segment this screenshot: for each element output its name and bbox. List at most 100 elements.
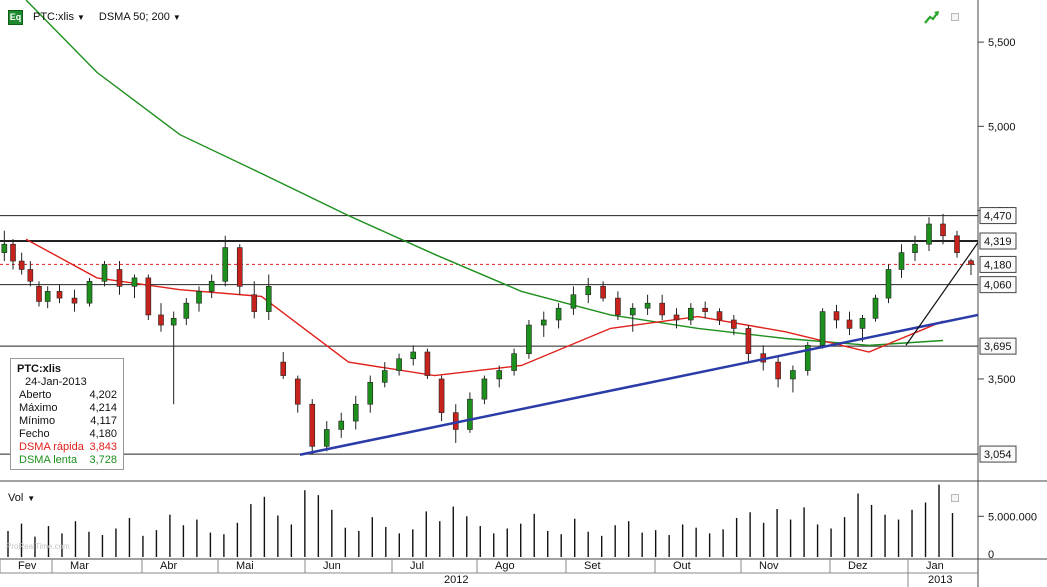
candlestick	[912, 235, 918, 262]
chevron-down-icon: ▼	[172, 12, 181, 22]
chevron-down-icon: ▼	[27, 493, 36, 503]
candle-body	[10, 243, 16, 262]
price-axis[interactable]: 5,5005,0004,5003,5004,4704,3194,1804,060…	[978, 37, 1017, 463]
candlestick	[208, 274, 215, 299]
candlestick	[18, 252, 25, 275]
maximize-panel-icon[interactable]	[951, 13, 959, 21]
candle-body	[196, 291, 202, 304]
month-label: Mar	[70, 560, 89, 572]
candle-body	[716, 311, 723, 321]
legend-row: Máximo 4,214	[17, 402, 117, 415]
candle-body	[170, 318, 177, 326]
support-trendline	[299, 313, 979, 456]
candle-body	[116, 269, 123, 287]
price-level-box	[979, 337, 1017, 355]
month-label: Mai	[236, 560, 254, 572]
legend-row: Mínimo 4,117	[17, 415, 117, 428]
candlestick	[352, 395, 359, 430]
candle-body	[585, 286, 592, 296]
legend-row-label: Aberto	[19, 389, 52, 401]
candle-body	[968, 260, 974, 265]
candlestick	[926, 217, 932, 251]
indicator-label: DSMA 50; 200	[98, 11, 170, 23]
candle-body	[954, 235, 960, 253]
candlestick	[898, 244, 905, 278]
candlestick	[467, 392, 473, 433]
fast-ma-value: 3,843	[89, 441, 117, 453]
candle-body	[338, 420, 345, 430]
candle-body	[775, 361, 781, 380]
candle-body	[885, 269, 892, 299]
legend-row-label: Mínimo	[19, 415, 56, 427]
month-label: Jul	[410, 560, 424, 572]
candle-body	[158, 314, 164, 326]
volume-maximize-icon[interactable]	[951, 494, 959, 502]
candle-body	[381, 370, 388, 383]
price-level-label: 3,054	[984, 449, 1012, 461]
price-level-box	[979, 255, 1017, 273]
watermark: ProRealTime.com	[6, 542, 70, 551]
candle-body	[438, 378, 445, 413]
month-label: Fev	[18, 560, 37, 572]
candlestick	[36, 281, 42, 307]
candlestick	[158, 303, 164, 332]
time-axis[interactable]: Fev Mar Abr Mai Jun Jul Ago Set Out Nov Dez Jan 2012…	[0, 558, 1047, 587]
legend-rows: Aberto 4,202 Máximo 4,214 Mínimo 4,117 Fecho 4,…	[17, 389, 117, 441]
candlestick	[615, 291, 621, 320]
fast-ma-line	[25, 238, 944, 377]
candle-body	[145, 277, 152, 316]
candle-body	[688, 307, 694, 321]
trend-up-icon[interactable]	[924, 10, 940, 24]
month-label: Dez	[848, 560, 868, 572]
price-level-label: 4,470	[984, 211, 1012, 223]
candle-body	[294, 378, 301, 405]
symbol-selector[interactable]: PTC:xlis ▼	[29, 11, 89, 23]
candle-body	[898, 252, 905, 270]
candlestick	[555, 303, 562, 329]
candlestick	[170, 311, 177, 405]
equity-icon[interactable]: Eq	[8, 9, 23, 25]
month-label: Out	[673, 560, 691, 572]
candlestick	[44, 286, 51, 309]
candle-body	[555, 307, 562, 321]
candlestick	[10, 239, 16, 270]
candlestick	[846, 311, 853, 336]
candlestick	[775, 355, 781, 388]
candle-body	[236, 247, 243, 287]
steep-trendline	[905, 242, 979, 346]
candle-body	[659, 302, 665, 316]
legend-row-value: 4,117	[90, 415, 117, 427]
price-level-box	[979, 445, 1017, 463]
price-level-label: 4,319	[984, 236, 1012, 248]
legend-row-label: Máximo	[19, 402, 58, 414]
candlestick	[716, 308, 723, 326]
volume-selector[interactable]: Vol ▼	[8, 492, 35, 504]
candle-body	[265, 286, 272, 312]
legend-row: Fecho 4,180	[17, 428, 117, 441]
price-level-box	[979, 207, 1017, 225]
legend-row-value: 4,180	[89, 428, 117, 440]
year-label: 2012	[444, 574, 468, 586]
slow-ma-value: 3,728	[89, 454, 117, 466]
candlestick	[570, 286, 577, 315]
trendlines[interactable]	[299, 242, 979, 456]
legend-row-value: 4,214	[89, 402, 117, 414]
candlestick	[145, 274, 152, 320]
candle-body	[481, 378, 488, 400]
candle-body	[71, 297, 78, 304]
price-level-label: 4,060	[984, 280, 1012, 292]
month-label: Jan	[926, 560, 944, 572]
legend-row: Aberto 4,202	[17, 389, 117, 402]
price-level-label: 3,695	[984, 341, 1012, 353]
candle-body	[56, 291, 63, 299]
indicator-selector[interactable]: DSMA 50; 200 ▼	[95, 11, 185, 23]
candle-body	[819, 311, 826, 346]
candle-body	[496, 370, 503, 380]
candlestick	[790, 365, 796, 393]
legend-row-label: Fecho	[19, 428, 50, 440]
candle-body	[629, 307, 636, 316]
candle-body	[600, 286, 606, 299]
